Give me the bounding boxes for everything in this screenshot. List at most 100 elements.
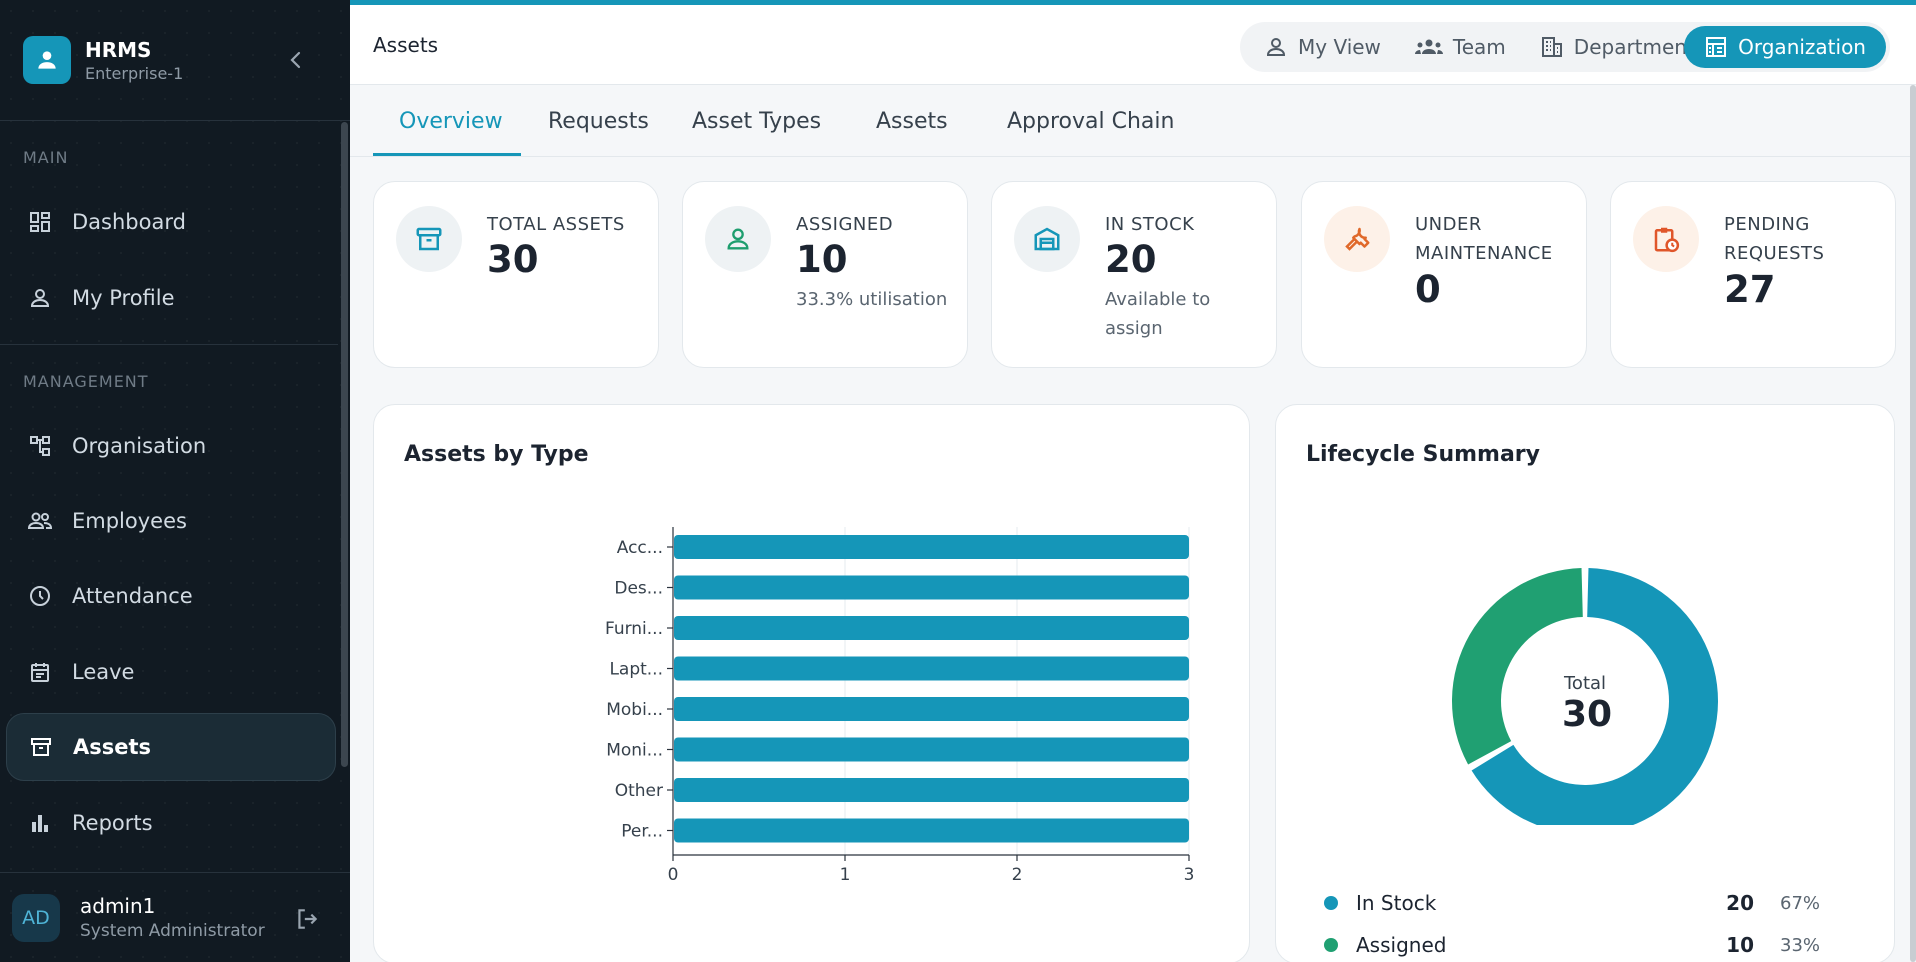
person-icon bbox=[26, 284, 54, 312]
bar[interactable] bbox=[674, 575, 1189, 600]
assets-by-type-panel: Assets by Type Acc... Des... Furni... Lapt.… bbox=[373, 404, 1250, 962]
stat-label: PENDING REQUESTS bbox=[1724, 214, 1825, 264]
donut-center-value: 30 bbox=[1562, 694, 1613, 735]
stat-card-pending-requests: PENDING REQUESTS 27 bbox=[1610, 181, 1896, 368]
collapse-sidebar-button[interactable] bbox=[286, 48, 306, 72]
panel-title: Assets by Type bbox=[404, 442, 589, 467]
stat-value: 27 bbox=[1724, 268, 1776, 311]
logout-button[interactable] bbox=[294, 906, 320, 936]
sidebar-item-assets[interactable]: Assets bbox=[6, 713, 336, 781]
stat-label: IN STOCK bbox=[1105, 214, 1195, 235]
sidebar-item-employees[interactable]: Employees bbox=[6, 487, 336, 555]
scope-organization[interactable]: Organization bbox=[1684, 26, 1886, 68]
scope-my-view[interactable]: My View bbox=[1264, 35, 1381, 59]
chevron-left-icon bbox=[290, 51, 301, 69]
bar[interactable] bbox=[674, 737, 1189, 762]
sidebar-item-label: Employees bbox=[72, 509, 187, 533]
sidebar-scrollbar[interactable] bbox=[341, 122, 348, 767]
brand-title: HRMS bbox=[85, 37, 152, 62]
clipboard-clock-icon bbox=[1633, 206, 1699, 272]
category-label: Furni... bbox=[605, 619, 663, 639]
archive-icon bbox=[396, 206, 462, 272]
legend-name: Assigned bbox=[1356, 933, 1447, 957]
main-scrollbar[interactable] bbox=[1910, 85, 1916, 962]
sidebar-item-label: Dashboard bbox=[72, 210, 186, 234]
tab-requests[interactable]: Requests bbox=[548, 109, 649, 134]
sidebar-item-label: Attendance bbox=[72, 584, 193, 608]
view-scope-switcher: My View Team Department Organization bbox=[1240, 22, 1890, 72]
calendar-icon bbox=[26, 658, 54, 686]
person-icon bbox=[705, 206, 771, 272]
stat-value: 0 bbox=[1415, 268, 1441, 311]
scope-team[interactable]: Team bbox=[1414, 35, 1506, 59]
donut-center-label: Total bbox=[1564, 673, 1607, 694]
legend-name: In Stock bbox=[1356, 891, 1437, 915]
user-role: System Administrator bbox=[80, 921, 265, 941]
top-bar: Assets My View Team Department Organizat… bbox=[350, 0, 1916, 85]
scope-label: My View bbox=[1298, 35, 1381, 59]
archive-icon bbox=[27, 733, 55, 761]
active-tab-indicator bbox=[373, 153, 521, 156]
bar[interactable] bbox=[674, 778, 1189, 802]
stat-label: ASSIGNED bbox=[796, 214, 894, 235]
person-icon bbox=[1266, 38, 1286, 56]
stat-label: TOTAL ASSETS bbox=[487, 214, 625, 235]
stat-value: 10 bbox=[796, 238, 848, 281]
category-label: Moni... bbox=[606, 741, 663, 761]
sidebar-item-leave[interactable]: Leave bbox=[6, 638, 336, 706]
stat-subtext: Available to assign bbox=[1105, 289, 1211, 339]
lifecycle-summary-panel: Lifecycle Summary Total 30 In Stock 20 6… bbox=[1275, 404, 1895, 962]
tab-assets[interactable]: Assets bbox=[876, 109, 948, 134]
bar[interactable] bbox=[674, 616, 1189, 640]
tab-asset-types[interactable]: Asset Types bbox=[692, 109, 822, 134]
stat-label: UNDER MAINTENANCE bbox=[1415, 214, 1553, 264]
tab-overview[interactable]: Overview bbox=[399, 109, 503, 134]
lifecycle-donut-chart bbox=[1452, 568, 1718, 825]
legend-item-assigned: Assigned 10 33% bbox=[1324, 930, 1844, 960]
sidebar-item-label: My Profile bbox=[72, 286, 175, 310]
section-label-management: MANAGEMENT bbox=[23, 372, 149, 391]
category-label: Lapt... bbox=[609, 660, 663, 680]
scope-label: Team bbox=[1452, 35, 1506, 59]
category-label: Other bbox=[615, 781, 663, 801]
sidebar-item-label: Organisation bbox=[72, 434, 207, 458]
donut-slice[interactable] bbox=[1452, 568, 1583, 765]
sidebar-item-label: Leave bbox=[72, 660, 135, 684]
sidebar-item-dashboard[interactable]: Dashboard bbox=[6, 188, 336, 256]
legend-dot bbox=[1324, 896, 1338, 910]
bar-chart-icon bbox=[26, 809, 54, 837]
stat-value: 30 bbox=[487, 238, 539, 281]
scope-department[interactable]: Department bbox=[1540, 35, 1695, 59]
brand-logo-icon bbox=[23, 36, 71, 84]
bar[interactable] bbox=[674, 818, 1189, 843]
panel-title: Lifecycle Summary bbox=[1306, 442, 1540, 467]
user-name: admin1 bbox=[80, 894, 156, 918]
legend-item-in-stock: In Stock 20 67% bbox=[1324, 888, 1844, 918]
organization-icon bbox=[1706, 37, 1727, 57]
stat-card-total-assets: TOTAL ASSETS 30 bbox=[373, 181, 659, 368]
bar[interactable] bbox=[674, 656, 1189, 681]
sidebar-item-my-profile[interactable]: My Profile bbox=[6, 264, 336, 332]
donut-slice[interactable] bbox=[1471, 568, 1718, 825]
sidebar-item-attendance[interactable]: Attendance bbox=[6, 562, 336, 630]
category-label: Per... bbox=[621, 822, 663, 842]
user-profile: AD admin1 System Administrator bbox=[0, 872, 350, 962]
wrench-icon bbox=[1324, 206, 1390, 272]
sidebar-item-reports[interactable]: Reports bbox=[6, 789, 336, 857]
tick-label: 2 bbox=[1012, 865, 1023, 885]
building-icon bbox=[1541, 37, 1562, 57]
asset-tabs: Overview Requests Asset Types Assets App… bbox=[350, 85, 1910, 157]
bar[interactable] bbox=[674, 697, 1189, 721]
brand-header: HRMS Enterprise-1 bbox=[0, 0, 350, 121]
org-chart-icon bbox=[26, 432, 54, 460]
sidebar-item-organisation[interactable]: Organisation bbox=[6, 412, 336, 480]
legend-percent: 33% bbox=[1780, 934, 1821, 956]
sidebar: HRMS Enterprise-1 MAIN Dashboard My Prof… bbox=[0, 0, 350, 962]
stat-card-assigned: ASSIGNED 10 33.3% utilisation bbox=[682, 181, 968, 368]
dashboard-icon bbox=[26, 208, 54, 236]
stat-value: 20 bbox=[1105, 238, 1157, 281]
tick-label: 0 bbox=[668, 865, 679, 885]
tab-approval-chain[interactable]: Approval Chain bbox=[1007, 109, 1175, 134]
bar[interactable] bbox=[674, 535, 1189, 559]
sidebar-item-label: Assets bbox=[73, 735, 152, 759]
